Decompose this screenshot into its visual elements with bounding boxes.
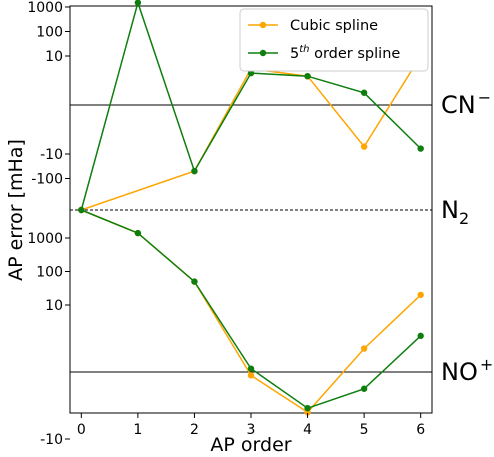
molecule-label-cn: CN − — [441, 88, 491, 119]
data-point-fifth — [191, 167, 198, 175]
legend: Cubic spline 5th order spline — [239, 8, 429, 72]
y-axis-label: AP error [mHa] — [5, 139, 27, 281]
data-point-fifth — [247, 365, 255, 372]
data-point-fifth — [247, 69, 255, 77]
y-tick-label: -10 — [40, 432, 63, 448]
data-point-fifth — [78, 206, 85, 214]
data-point-cubic — [360, 345, 368, 352]
data-point-fifth — [360, 89, 368, 96]
y-tick-label: -10 — [40, 147, 63, 163]
data-point-cubic — [247, 372, 255, 379]
legend-swatch-marker — [259, 21, 267, 29]
data-point-fifth — [417, 145, 424, 152]
data-point-fifth — [304, 72, 311, 80]
data-point-fifth — [360, 385, 368, 392]
y-tick-label: -100 — [31, 172, 63, 188]
y-tick-label: 10 — [45, 298, 63, 314]
x-tick-label: 1 — [133, 422, 142, 438]
legend-entry-label: Cubic spline — [290, 18, 378, 34]
y-tick-label: 1000 — [27, 0, 63, 16]
y-tick-label: 1000 — [27, 231, 63, 247]
data-point-fifth — [417, 332, 424, 340]
data-point-cubic — [417, 291, 424, 299]
legend-entry-label: 5th order spline — [290, 44, 400, 62]
molecule-label-n2: N2 — [441, 196, 469, 228]
x-tick-label: 3 — [247, 422, 256, 438]
x-tick-label: 2 — [190, 422, 199, 438]
data-point-fifth — [134, 0, 142, 6]
x-tick-label: 0 — [77, 422, 86, 438]
molecule-label-no: NO + — [441, 355, 493, 386]
series-line-cubic-cn — [81, 55, 422, 211]
axis-ticks: 0 1 2 3 4 5 6 1000 100 10 -10 -100 1000 100 10 -10 — [27, 0, 425, 448]
legend-swatch-marker — [259, 49, 267, 57]
y-tick-label: 10 — [45, 49, 63, 65]
legend-frame — [239, 8, 429, 72]
x-axis-label: AP order — [210, 434, 291, 456]
x-tick-label: 6 — [416, 422, 425, 438]
y-tick-label: 100 — [36, 265, 63, 281]
x-tick-label: 4 — [303, 422, 312, 438]
data-point-fifth — [304, 404, 311, 412]
reference-lines — [70, 104, 432, 373]
y-tick-label: 100 — [36, 25, 63, 41]
molecule-labels: CN − N2 NO + — [441, 88, 493, 386]
data-point-fifth — [191, 278, 198, 285]
data-point-cubic — [360, 143, 368, 150]
data-point-fifth — [134, 229, 142, 237]
x-tick-label: 5 — [360, 422, 369, 438]
